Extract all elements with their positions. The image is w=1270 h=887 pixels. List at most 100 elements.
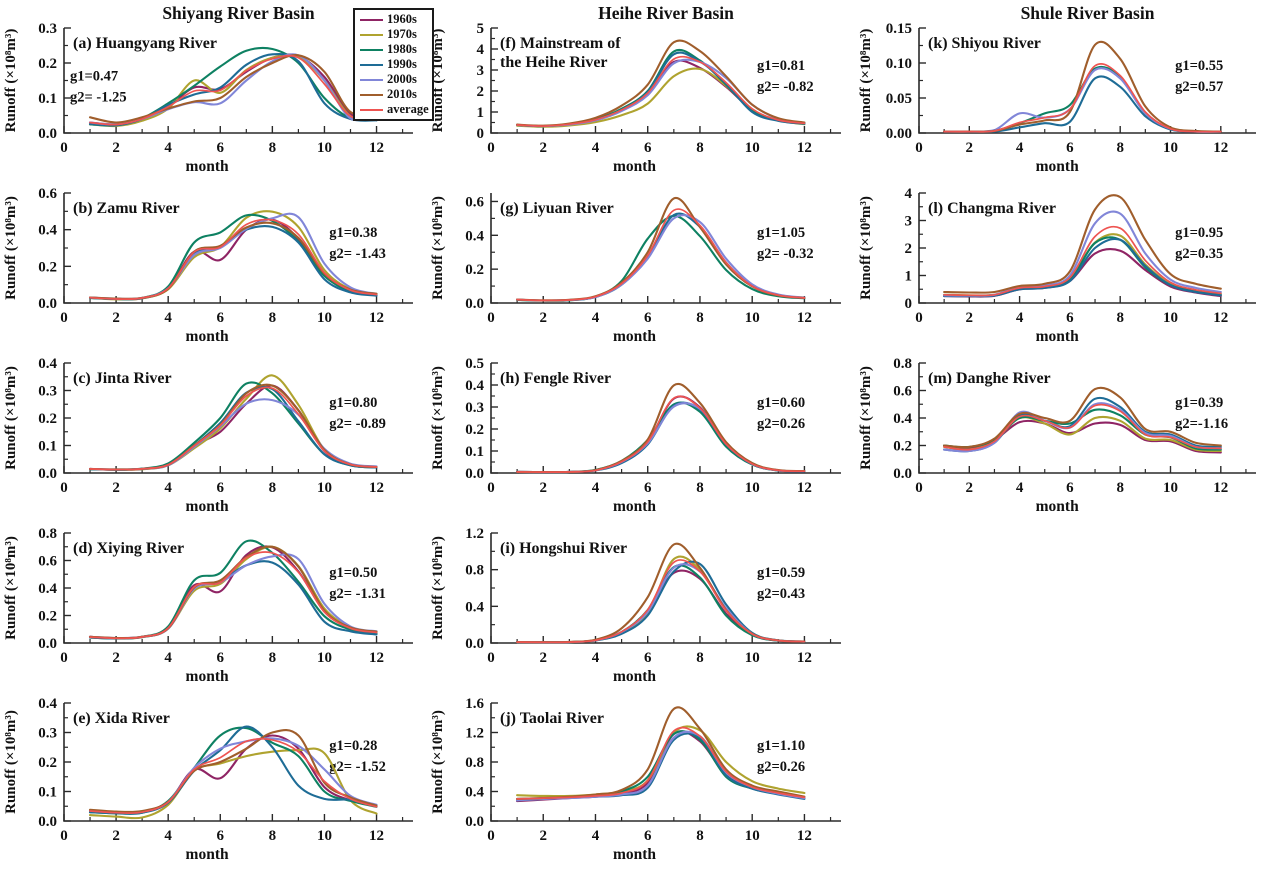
x-tick-label: 12 (797, 828, 812, 844)
g1-annotation: g1=0.38 (329, 225, 377, 241)
x-tick-label: 12 (1213, 140, 1228, 156)
x-tick-label: 10 (745, 140, 760, 156)
y-axis-label: Runoff (×10⁸m³) (3, 536, 19, 640)
y-axis-label: Runoff (×10⁸m³) (3, 196, 19, 300)
series-line-average (516, 726, 806, 800)
y-tick-label: 0.1 (465, 444, 484, 460)
y-tick-label: 0.6 (38, 186, 57, 202)
x-tick-label: 12 (369, 310, 384, 326)
chart-canvas-j: 0 2 4 6 8 10 12 0.0 0.4 0.8 1.2 1.6 Runoff (×10⁸m³) m… (430, 696, 841, 863)
y-tick-label: 0.3 (465, 400, 484, 416)
series-line-average (943, 403, 1222, 451)
y-tick-label: 0.1 (38, 785, 57, 801)
y-tick-label: 0.10 (886, 56, 912, 72)
x-tick-label: 6 (644, 310, 652, 326)
y-tick-label: 0.3 (38, 726, 57, 742)
chart-canvas-e: 0 2 4 6 8 10 12 0.0 0.1 0.2 0.3 0.4 Runoff (×10⁸m³) m… (3, 696, 413, 863)
y-tick-label: 0.5 (465, 356, 484, 372)
x-tick-label: 4 (592, 650, 600, 666)
x-tick-label: 4 (592, 828, 600, 844)
x-tick-label: 10 (1163, 480, 1178, 496)
x-tick-label: 2 (112, 480, 120, 496)
x-tick-label: 0 (915, 480, 923, 496)
chart-canvas-c: 0 2 4 6 8 10 12 0.0 0.1 0.2 0.3 0.4 Runoff (×10⁸m³) m… (3, 356, 413, 515)
x-tick-label: 12 (369, 828, 384, 844)
x-tick-label: 0 (60, 140, 68, 156)
x-tick-label: 4 (592, 140, 600, 156)
x-tick-label: 6 (644, 480, 652, 496)
series-line-average (89, 386, 378, 471)
y-tick-label: 4 (905, 186, 913, 202)
x-tick-label: 12 (797, 310, 812, 326)
series-line-2010s (943, 194, 1222, 294)
g2-annotation: g2=0.26 (757, 416, 805, 432)
x-tick-label: 10 (1163, 310, 1178, 326)
x-tick-label: 8 (269, 310, 277, 326)
x-tick-label: 12 (1213, 480, 1228, 496)
legend-item-1960s: 1960s (360, 12, 429, 27)
g2-annotation: g2=0.43 (757, 586, 805, 602)
x-axis-label: month (1036, 498, 1079, 515)
x-tick-label: 4 (1016, 480, 1024, 496)
x-tick-label: 0 (487, 140, 495, 156)
y-tick-label: 0.4 (893, 411, 912, 427)
g2-annotation: g2= -1.43 (329, 246, 386, 262)
y-axis-label: Runoff (×10⁸m³) (858, 366, 874, 470)
x-tick-label: 12 (797, 650, 812, 666)
subplot-d-xiying-river: 0 2 4 6 8 10 12 0.0 0.2 0.4 0.6 0.8 Runoff (×10⁸m³) m… (0, 517, 427, 687)
chart-canvas-k: Shule River Basin 0 2 4 6 8 10 12 0.00 0.05 0.10 0.… (858, 3, 1256, 175)
series-line-1980s (516, 401, 806, 474)
legend-label: 2000s (387, 72, 417, 86)
chart-canvas-g: 0 2 4 6 8 10 12 0.0 0.2 0.4 0.6 Runoff (×10⁸m³) mont… (430, 193, 841, 345)
legend-label: 1990s (387, 57, 417, 71)
subplot-l-changma-river: 0 2 4 6 8 10 12 0 1 2 3 4 Runoff (×10⁸m³) month (l) Ch… (855, 177, 1270, 347)
series-line-average (516, 55, 806, 127)
subplot-m-danghe-river: 0 2 4 6 8 10 12 0.0 0.2 0.4 0.6 0.8 Runoff (×10⁸m³) m… (855, 347, 1270, 517)
y-tick-label: 5 (477, 21, 485, 37)
x-axis-label: month (613, 846, 656, 863)
g1-annotation: g1=0.59 (757, 565, 805, 581)
y-tick-label: 2 (477, 84, 485, 100)
legend-item-average: average (360, 102, 429, 117)
y-tick-label: 0.0 (38, 466, 57, 482)
y-tick-label: 3 (477, 63, 485, 79)
x-tick-label: 0 (60, 828, 68, 844)
decade-legend: 1960s 1970s 1980s 1990s 2000s 2010s average (353, 8, 434, 121)
chart-canvas-a: Shiyang River Basin 0 2 4 6 8 10 12 0.0 0.1 0.2 0.3… (3, 3, 413, 175)
x-tick-label: 8 (696, 650, 704, 666)
subplot-title: (e) Xida River (73, 710, 170, 727)
subplot-title: (j) Taolai River (500, 710, 604, 727)
subplot-title: the Heihe River (500, 54, 608, 71)
series-line-average (89, 218, 378, 301)
y-tick-label: 1.2 (465, 526, 484, 542)
chart-canvas-b: 0 2 4 6 8 10 12 0.0 0.2 0.4 0.6 Runoff (×10⁸m³) mont… (3, 186, 413, 345)
x-tick-label: 10 (317, 650, 332, 666)
y-tick-label: 0.0 (465, 636, 484, 652)
series-line-average (943, 225, 1222, 297)
x-tick-label: 6 (1066, 140, 1074, 156)
subplot-title: (l) Changma River (928, 200, 1056, 217)
legend-label: 1970s (387, 27, 417, 41)
x-tick-label: 8 (269, 140, 277, 156)
y-tick-label: 0.00 (886, 126, 912, 142)
series-line-2010s (88, 728, 378, 814)
g1-annotation: g1=0.80 (329, 395, 377, 411)
y-axis-label: Runoff (×10⁸m³) (858, 196, 874, 300)
series-line-average (89, 54, 378, 126)
legend-line-swatch-average (360, 108, 383, 111)
y-tick-label: 0.2 (38, 755, 57, 771)
y-tick-label: 0.1 (38, 439, 57, 455)
legend-line-swatch-1970s (360, 33, 383, 36)
y-tick-label: 0.4 (38, 356, 57, 372)
x-tick-label: 8 (696, 310, 704, 326)
x-tick-label: 8 (1116, 310, 1124, 326)
x-tick-label: 0 (60, 480, 68, 496)
y-axis-label: Runoff (×10⁸m³) (858, 29, 874, 133)
subplot-title: (c) Jinta River (73, 370, 172, 387)
series-line-1990s (516, 401, 806, 474)
series-line-average (516, 208, 806, 302)
empty-cell (855, 517, 1270, 687)
subplot-h-fengle-river: 0 2 4 6 8 10 12 0.0 0.1 0.2 0.3 0.4 0.5 Runoff (×10⁸m… (427, 347, 855, 517)
x-tick-label: 2 (112, 140, 120, 156)
x-tick-label: 8 (1116, 480, 1124, 496)
